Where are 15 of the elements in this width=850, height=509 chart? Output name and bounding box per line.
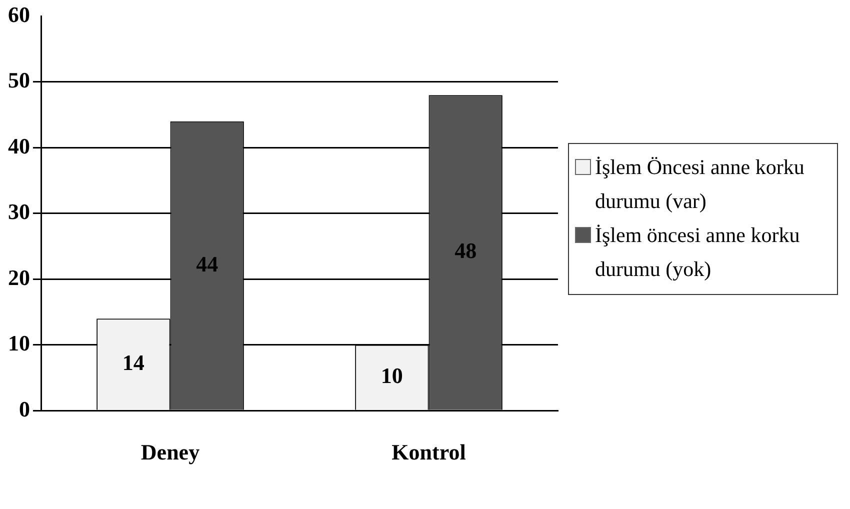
data-label: 48 bbox=[454, 238, 477, 264]
data-label: 10 bbox=[380, 363, 403, 388]
x-tick-label: Deney bbox=[140, 439, 200, 464]
legend-label: İşlem Öncesi anne korku durumu (var) bbox=[595, 154, 806, 215]
y-tick-label: 40 bbox=[8, 133, 30, 158]
y-tick-label: 30 bbox=[8, 199, 30, 224]
y-tick-label: 50 bbox=[8, 68, 30, 93]
x-tick-label: Kontrol bbox=[392, 439, 466, 464]
data-label: 44 bbox=[196, 251, 218, 276]
y-tick-label: 0 bbox=[19, 396, 30, 422]
y-tick-label: 60 bbox=[8, 2, 30, 27]
data-label: 14 bbox=[122, 350, 144, 375]
legend-label: İşlem öncesi anne korku durumu (yok) bbox=[595, 222, 801, 283]
y-tick-label: 10 bbox=[8, 330, 30, 356]
y-tick-label: 20 bbox=[8, 264, 30, 290]
